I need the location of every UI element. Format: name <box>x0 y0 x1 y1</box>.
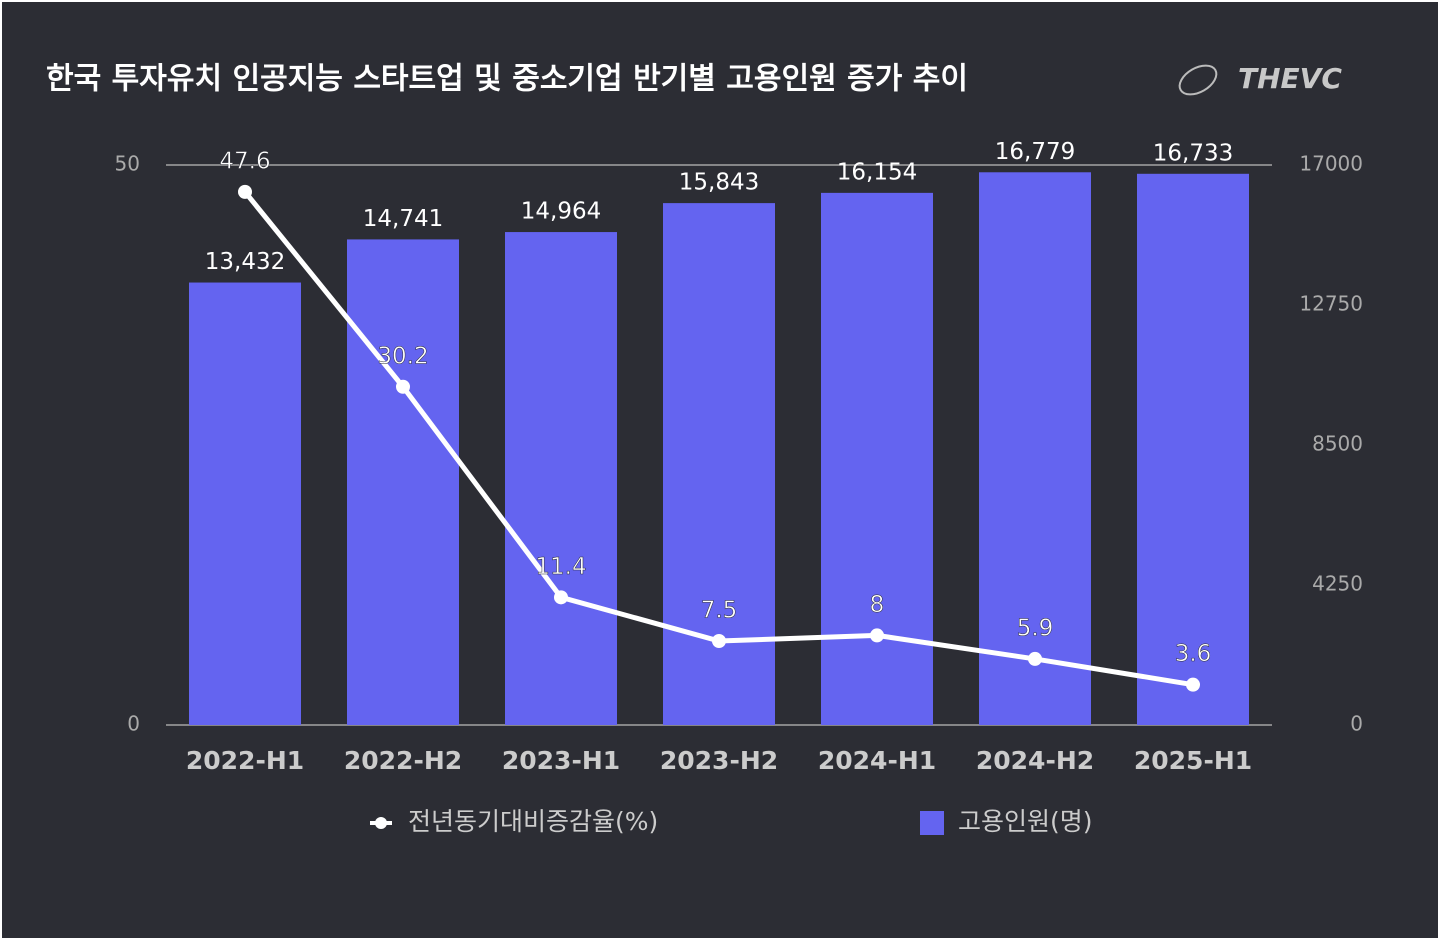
y2-tick-label: 0 <box>1350 712 1363 736</box>
x-tick-label: 2024-H1 <box>818 746 936 775</box>
line-point <box>1028 651 1042 666</box>
line-point <box>238 184 252 199</box>
y2-tick-label: 17000 <box>1299 152 1363 176</box>
line-value-label: 3.6 <box>1175 641 1212 667</box>
logo-icon <box>1178 64 1218 96</box>
line-point <box>554 590 568 605</box>
y2-tick-label: 12750 <box>1299 292 1363 316</box>
bar-value-label: 16,154 <box>837 159 917 185</box>
bar <box>1137 173 1249 725</box>
line-value-label: 47.6 <box>219 148 270 174</box>
bar-value-label: 14,964 <box>521 199 601 225</box>
x-tick-label: 2024-H2 <box>976 746 1094 775</box>
legend-swatch <box>920 811 944 835</box>
x-tick-label: 2023-H1 <box>502 746 620 775</box>
x-tick-label: 2023-H2 <box>660 746 778 775</box>
bar <box>189 282 301 725</box>
chart-title: 한국 투자유치 인공지능 스타트업 및 중소기업 반기별 고용인원 증가 추이 <box>46 62 968 97</box>
y2-tick-label: 8500 <box>1312 432 1363 456</box>
line-point <box>712 634 726 648</box>
logo: THEVC <box>1178 62 1342 96</box>
y-tick-label: 0 <box>127 712 140 736</box>
line-value-label: 11.4 <box>535 554 586 580</box>
bar <box>347 239 459 725</box>
y2-tick-label: 4250 <box>1312 572 1363 596</box>
x-tick-label: 2022-H1 <box>186 746 304 775</box>
line-value-label: 5.9 <box>1017 615 1054 641</box>
legend-label: 고용인원(명) <box>958 807 1093 836</box>
x-tick-label: 2025-H1 <box>1134 746 1252 775</box>
bar <box>505 232 617 725</box>
line-value-label: 30.2 <box>377 343 428 369</box>
y-tick-label: 50 <box>115 152 140 176</box>
bar <box>821 192 933 726</box>
bar-value-label: 14,741 <box>363 206 443 232</box>
bar-value-label: 16,779 <box>995 139 1075 165</box>
line-value-label: 8 <box>870 592 885 618</box>
line-value-label: 7.5 <box>701 598 738 624</box>
bar-value-label: 15,843 <box>679 170 759 196</box>
bar-value-label: 13,432 <box>205 249 285 275</box>
line-point <box>396 379 410 394</box>
brand: THEVC <box>1238 62 1342 95</box>
bar-value-label: 16,733 <box>1153 140 1233 166</box>
legend-label: 전년동기대비증감율(%) <box>408 807 658 836</box>
line-point <box>870 628 884 643</box>
line-point <box>1186 677 1200 692</box>
bar <box>979 172 1091 725</box>
legend-marker <box>375 817 387 829</box>
x-tick-label: 2022-H2 <box>344 746 462 775</box>
